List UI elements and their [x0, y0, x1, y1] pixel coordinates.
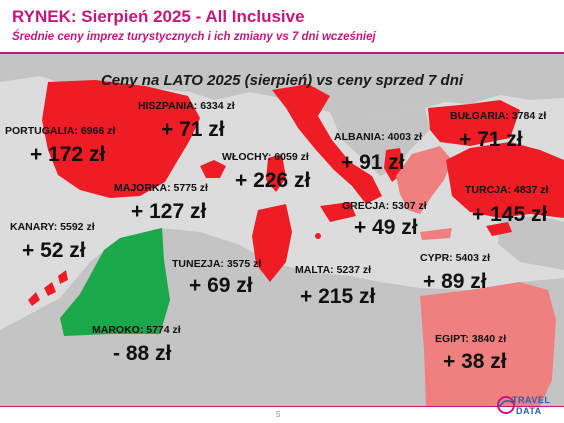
title-divider: [0, 52, 564, 54]
label-tunisia: TUNEZJA: 3575 zł: [172, 258, 262, 270]
region-turkey: [446, 142, 564, 218]
region-sicily: [320, 202, 356, 222]
land-balkans: [330, 108, 430, 176]
footer-divider: [0, 406, 564, 407]
region-tunisia: [252, 204, 292, 282]
label-portugal: PORTUGALIA: 6966 zł: [5, 125, 116, 137]
region-majorca: [200, 160, 226, 178]
change-cyprus: + 89 zł: [423, 270, 487, 293]
label-italy: WŁOCHY: 6059 zł: [222, 151, 309, 163]
change-greece: + 49 zł: [354, 216, 418, 239]
label-bulgaria: BUŁGARIA: 3784 zł: [450, 110, 547, 122]
change-morocco: - 88 zł: [113, 342, 172, 365]
label-malta: MALTA: 5237 zł: [295, 264, 372, 276]
change-portugal: + 172 zł: [30, 143, 106, 166]
change-tunisia: + 69 zł: [189, 274, 253, 297]
land-middle-east: [498, 216, 564, 270]
region-iberia: [42, 80, 200, 198]
map-svg: [0, 54, 564, 406]
change-malta: + 215 zł: [300, 285, 376, 308]
map-heading: Ceny na LATO 2025 (sierpień) vs ceny spr…: [100, 72, 464, 89]
change-canaries: + 52 zł: [22, 239, 86, 262]
label-morocco: MAROKO: 5774 zł: [92, 324, 181, 336]
change-majorca: + 127 zł: [131, 200, 207, 223]
region-morocco: [60, 228, 170, 336]
region-italy: [272, 84, 382, 204]
slide-subtitle: Średnie ceny imprez turystycznych i ich …: [12, 31, 376, 43]
region-cyprus: [486, 222, 512, 236]
label-egypt: EGIPT: 3840 zł: [435, 333, 507, 345]
region-sardinia: [266, 154, 286, 192]
region-crete: [420, 228, 452, 240]
region-greece: [396, 146, 452, 214]
region-malta: [315, 233, 321, 239]
change-bulgaria: + 71 zł: [459, 128, 523, 151]
label-turkey: TURCJA: 4837 zł: [465, 184, 549, 196]
logo-line1: TRAVEL: [512, 395, 551, 405]
region-egypt: [420, 282, 556, 406]
change-italy: + 226 zł: [235, 169, 311, 192]
page-number: 5: [276, 410, 281, 419]
label-spain: HISZPANIA: 6334 zł: [138, 100, 235, 112]
change-spain: + 71 zł: [161, 118, 225, 141]
region-canaries-3: [58, 270, 68, 284]
region-canaries-2: [44, 282, 56, 296]
land-europe: [0, 54, 564, 120]
label-majorca: MAJORKA: 5775 zł: [114, 182, 208, 194]
label-greece: GRECJA: 5307 zł: [342, 200, 427, 212]
label-albania: ALBANIA: 4003 zł: [334, 131, 423, 143]
logo-line2: DATA: [516, 406, 542, 416]
change-albania: + 91 zł: [341, 151, 405, 174]
travel-data-logo: TRAVEL DATA: [496, 389, 560, 419]
change-egypt: + 38 zł: [443, 350, 507, 373]
logo-globe-icon: [497, 396, 515, 414]
map: [0, 54, 564, 406]
slide-title: RYNEK: Sierpień 2025 - All Inclusive: [12, 7, 305, 26]
region-canaries-1: [28, 292, 40, 306]
region-bulgaria: [428, 100, 520, 146]
label-canaries: KANARY: 5592 zł: [10, 221, 95, 233]
label-cyprus: CYPR: 5403 zł: [420, 252, 491, 264]
change-turkey: + 145 zł: [472, 203, 548, 226]
